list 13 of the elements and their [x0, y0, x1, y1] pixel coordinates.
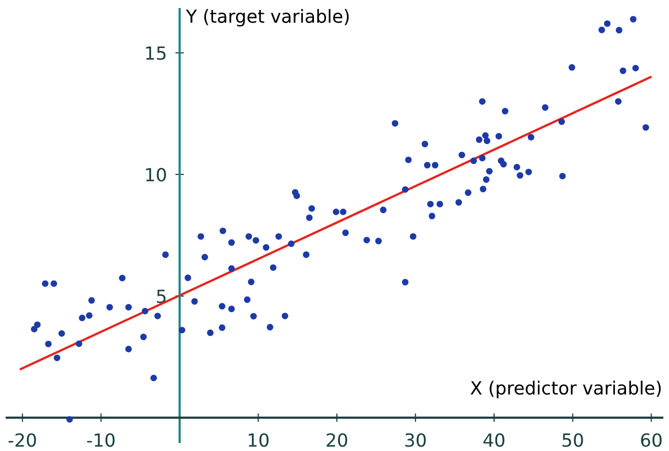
x-tick-label: -20 — [8, 433, 36, 447]
x-tick-label: 30 — [405, 433, 426, 447]
y-tick-label: 15 — [146, 46, 166, 60]
x-tick-label: 40 — [483, 433, 504, 447]
x-tick-label: 60 — [641, 433, 662, 447]
y-tick-label: 10 — [146, 168, 166, 182]
y-axis-title: Y (target variable) — [186, 9, 349, 26]
x-axis-title: X (predictor variable) — [470, 380, 661, 398]
x-tick-label: -10 — [87, 433, 115, 447]
y-tick-label: 5 — [157, 290, 166, 304]
x-tick-label: 10 — [248, 433, 269, 447]
x-tick-label: 50 — [562, 433, 583, 447]
x-tick-label: 20 — [326, 433, 348, 447]
